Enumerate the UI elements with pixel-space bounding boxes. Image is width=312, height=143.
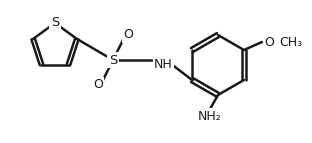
Text: O: O <box>93 79 103 92</box>
Text: NH₂: NH₂ <box>198 110 222 123</box>
Text: NH: NH <box>154 58 173 72</box>
Text: O: O <box>264 35 274 48</box>
Text: CH₃: CH₃ <box>279 35 302 48</box>
Text: S: S <box>109 53 117 66</box>
Text: O: O <box>123 28 133 41</box>
Text: S: S <box>51 15 59 28</box>
